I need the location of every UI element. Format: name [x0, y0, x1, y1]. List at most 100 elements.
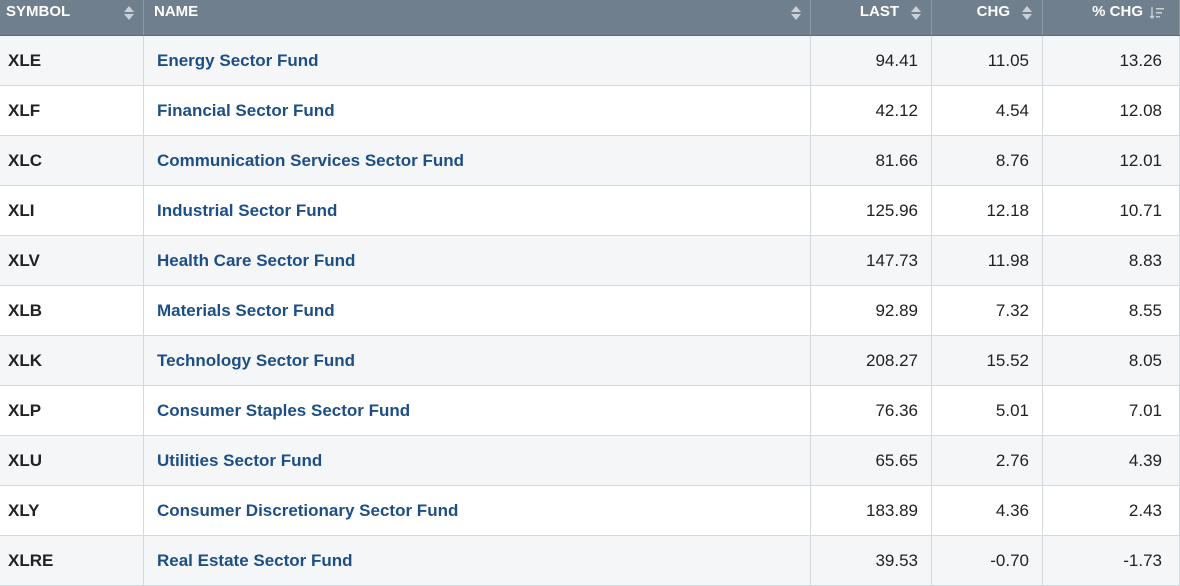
change-text: 2.76	[995, 450, 1029, 470]
fund-name-link[interactable]: Consumer Discretionary Sector Fund	[157, 500, 459, 520]
table-row[interactable]: XLF Financial Sector Fund 42.12 4.54 12.08	[0, 86, 1180, 136]
symbol-text: XLI	[8, 200, 35, 220]
fund-name-link[interactable]: Utilities Sector Fund	[157, 450, 323, 470]
percent-change-text: 13.26	[1119, 50, 1162, 70]
last-price-text: 147.73	[866, 250, 918, 270]
table-row[interactable]: XLP Consumer Staples Sector Fund 76.36 5.01…	[0, 386, 1180, 436]
symbol-cell: XLRE	[0, 536, 144, 585]
table-body: XLE Energy Sector Fund 94.41 11.05 13.26 XLF F…	[0, 36, 1180, 586]
name-cell: Materials Sector Fund	[144, 286, 811, 335]
pct-chg-cell: 10.71	[1043, 186, 1180, 235]
symbol-cell: XLI	[0, 186, 144, 235]
column-header-pct-chg-label: % CHG	[1092, 3, 1143, 20]
name-cell: Consumer Staples Sector Fund	[144, 386, 811, 435]
last-cell: 94.41	[811, 36, 932, 85]
fund-name-link[interactable]: Industrial Sector Fund	[157, 200, 338, 220]
chg-cell: 4.54	[932, 86, 1043, 135]
table-row[interactable]: XLB Materials Sector Fund 92.89 7.32 8.55	[0, 286, 1180, 336]
column-header-pct-chg[interactable]: % CHG	[1043, 0, 1180, 35]
percent-change-text: 12.01	[1119, 150, 1162, 170]
symbol-text: XLE	[8, 50, 42, 70]
percent-change-text: 12.08	[1119, 100, 1162, 120]
last-price-text: 39.53	[875, 550, 918, 570]
last-price-text: 42.12	[875, 100, 918, 120]
table-row[interactable]: XLRE Real Estate Sector Fund 39.53 -0.70 -1.…	[0, 536, 1180, 586]
chg-cell: 8.76	[932, 136, 1043, 185]
name-cell: Consumer Discretionary Sector Fund	[144, 486, 811, 535]
change-text: 15.52	[986, 350, 1029, 370]
table-row[interactable]: XLI Industrial Sector Fund 125.96 12.18 10.7…	[0, 186, 1180, 236]
pct-chg-cell: 4.39	[1043, 436, 1180, 485]
table-row[interactable]: XLC Communication Services Sector Fund 81.…	[0, 136, 1180, 186]
change-text: 8.76	[995, 150, 1029, 170]
symbol-cell: XLV	[0, 236, 144, 285]
percent-change-text: 4.39	[1128, 450, 1162, 470]
table-row[interactable]: XLU Utilities Sector Fund 65.65 2.76 4.39	[0, 436, 1180, 486]
symbol-text: XLB	[8, 300, 42, 320]
chg-cell: 4.36	[932, 486, 1043, 535]
last-cell: 92.89	[811, 286, 932, 335]
name-cell: Health Care Sector Fund	[144, 236, 811, 285]
change-text: 4.36	[995, 500, 1029, 520]
table-row[interactable]: XLY Consumer Discretionary Sector Fund 183…	[0, 486, 1180, 536]
chg-cell: 11.05	[932, 36, 1043, 85]
chg-cell: 7.32	[932, 286, 1043, 335]
fund-name-link[interactable]: Technology Sector Fund	[157, 350, 356, 370]
pct-chg-cell: 13.26	[1043, 36, 1180, 85]
last-cell: 42.12	[811, 86, 932, 135]
column-header-name-label: NAME	[154, 3, 199, 20]
column-header-symbol[interactable]: SYMBOL	[0, 0, 144, 35]
last-price-text: 65.65	[875, 450, 918, 470]
symbol-cell: XLY	[0, 486, 144, 535]
symbol-cell: XLU	[0, 436, 144, 485]
column-header-symbol-label: SYMBOL	[6, 3, 71, 20]
symbol-cell: XLK	[0, 336, 144, 385]
sort-descending-icon[interactable]	[1149, 5, 1165, 21]
name-cell: Technology Sector Fund	[144, 336, 811, 385]
percent-change-text: 10.71	[1119, 200, 1162, 220]
fund-name-link[interactable]: Financial Sector Fund	[157, 100, 335, 120]
last-cell: 65.65	[811, 436, 932, 485]
last-price-text: 76.36	[875, 400, 918, 420]
sort-arrows-icon[interactable]	[124, 5, 134, 21]
fund-name-link[interactable]: Health Care Sector Fund	[157, 250, 356, 270]
column-header-chg-label: CHG	[976, 3, 1010, 20]
last-cell: 208.27	[811, 336, 932, 385]
percent-change-text: 8.83	[1128, 250, 1162, 270]
fund-name-link[interactable]: Energy Sector Fund	[157, 50, 319, 70]
change-text: 11.98	[987, 250, 1029, 270]
pct-chg-cell: -1.73	[1043, 536, 1180, 585]
column-header-name[interactable]: NAME	[144, 0, 811, 35]
column-header-last[interactable]: LAST	[811, 0, 932, 35]
symbol-text: XLF	[8, 100, 41, 120]
symbol-text: XLP	[8, 400, 42, 420]
sort-arrows-icon[interactable]	[1022, 5, 1032, 21]
pct-chg-cell: 8.83	[1043, 236, 1180, 285]
sort-arrows-icon[interactable]	[791, 5, 801, 21]
pct-chg-cell: 12.08	[1043, 86, 1180, 135]
table-row[interactable]: XLK Technology Sector Fund 208.27 15.52 8.05	[0, 336, 1180, 386]
symbol-text: XLC	[8, 150, 42, 170]
last-cell: 125.96	[811, 186, 932, 235]
last-cell: 39.53	[811, 536, 932, 585]
symbol-text: XLU	[8, 450, 42, 470]
fund-name-link[interactable]: Communication Services Sector Fund	[157, 150, 465, 170]
fund-name-link[interactable]: Consumer Staples Sector Fund	[157, 400, 411, 420]
column-header-chg[interactable]: CHG	[932, 0, 1043, 35]
last-cell: 76.36	[811, 386, 932, 435]
table-row[interactable]: XLV Health Care Sector Fund 147.73 11.98 8.8…	[0, 236, 1180, 286]
sort-arrows-icon[interactable]	[911, 5, 921, 21]
table-row[interactable]: XLE Energy Sector Fund 94.41 11.05 13.26	[0, 36, 1180, 86]
name-cell: Real Estate Sector Fund	[144, 536, 811, 585]
percent-change-text: 7.01	[1128, 400, 1162, 420]
last-price-text: 92.89	[875, 300, 918, 320]
symbol-text: XLRE	[8, 550, 54, 570]
pct-chg-cell: 12.01	[1043, 136, 1180, 185]
symbol-text: XLY	[8, 500, 40, 520]
fund-name-link[interactable]: Real Estate Sector Fund	[157, 550, 353, 570]
fund-name-link[interactable]: Materials Sector Fund	[157, 300, 335, 320]
chg-cell: 2.76	[932, 436, 1043, 485]
chg-cell: 12.18	[932, 186, 1043, 235]
change-text: 5.01	[995, 400, 1029, 420]
